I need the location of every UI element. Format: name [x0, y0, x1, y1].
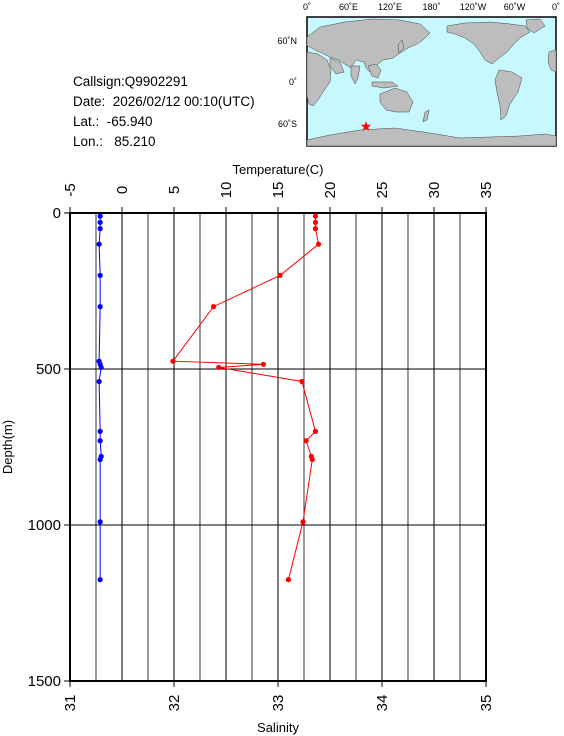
temperature-tick-label: 5: [166, 186, 183, 194]
temperature-data-point: [210, 304, 217, 310]
temperature-data-point: [312, 213, 319, 219]
map-label-lon-60e: 60˚E: [339, 2, 358, 12]
salinity-data-point: [97, 219, 103, 225]
map-top-labels: 0˚ 60˚E 120˚E 180˚ 120˚W 60˚W 0˚: [303, 2, 560, 12]
temperature-data-point: [303, 438, 309, 444]
salinity-data-point: [97, 519, 103, 525]
salinity-tick-label: 32: [166, 695, 183, 712]
station-info: Callsign:Q9902291 Date: 2026/02/12 00:10…: [73, 72, 255, 152]
depth-tick-label: 0: [53, 205, 61, 222]
temperature-data-point: [170, 358, 176, 364]
salinity-ticks: 31 32 33 34 35: [62, 681, 495, 711]
map-label-lon-0: 0˚: [303, 2, 311, 12]
temperature-data-point: [277, 272, 283, 278]
depth-ticks: 0 500 1000 1500: [28, 205, 70, 690]
temperature-tick-label: 35: [478, 182, 495, 199]
map-label-lon-180: 180˚: [422, 2, 440, 12]
salinity-axis-title: Salinity: [257, 720, 299, 735]
depth-tick-label: 500: [36, 361, 61, 378]
temperature-data-point: [300, 519, 306, 525]
land-india: [350, 65, 361, 85]
temperature-data-point: [299, 378, 305, 385]
salinity-tick-label: 33: [270, 695, 287, 712]
chart-grid: [69, 212, 487, 682]
temperature-data-point: [260, 361, 267, 367]
salinity-data-point: [97, 577, 103, 583]
depth-tick-label: 1000: [28, 517, 61, 534]
chart-series: [96, 213, 322, 583]
station-marker-star-icon: [360, 121, 372, 131]
land-japan: [397, 39, 405, 54]
salinity-tick-label: 31: [62, 695, 79, 712]
callsign-text: Callsign:Q9902291: [73, 74, 188, 89]
latitude-text: Lat.: -65.940: [73, 114, 153, 129]
temperature-ticks: -5 0 5 10 15 20 25 30 35: [62, 182, 495, 213]
depth-tick-label: 1500: [28, 673, 61, 690]
land-se-asia: [367, 63, 382, 79]
temperature-tick-label: -5: [62, 183, 79, 196]
map-label-lon-0-end: 0˚: [552, 2, 560, 12]
temperature-data-point: [315, 241, 322, 247]
map-label-lon-120w: 120˚W: [460, 2, 487, 12]
land-greenland: [525, 18, 546, 34]
salinity-data-point: [97, 428, 103, 434]
land-new-zealand: [422, 109, 430, 123]
salinity-tick-label: 34: [374, 695, 391, 712]
temperature-data-point: [285, 577, 291, 583]
temperature-tick-label: 15: [270, 182, 287, 199]
salinity-data-point: [97, 213, 103, 219]
salinity-data-point: [97, 226, 103, 232]
temperature-tick-label: 0: [114, 186, 131, 194]
salinity-data-point: [97, 438, 103, 444]
land-antarctica: [306, 127, 557, 147]
map-left-labels: 60˚N 0˚ 60˚S: [277, 36, 297, 129]
land-arabia: [329, 57, 345, 75]
map-label-lat-0: 0˚: [289, 77, 297, 87]
salinity-data-point: [97, 304, 103, 310]
land-australia: [379, 87, 414, 113]
temperature-data-point: [312, 226, 319, 232]
salinity-tick-label: 35: [478, 695, 495, 712]
salinity-data-point: [97, 272, 103, 278]
temperature-data-point: [309, 456, 315, 463]
land-south-america: [494, 69, 523, 121]
temperature-data-point: [312, 428, 319, 434]
map-label-lat-60s: 60˚S: [278, 119, 297, 129]
temperature-data-point: [312, 219, 319, 225]
map-label-lat-60n: 60˚N: [277, 36, 297, 46]
temperature-tick-label: 20: [322, 182, 339, 199]
temperature-data-point: [216, 364, 222, 371]
depth-axis-title: Depth(m): [0, 420, 15, 474]
land-africa-west: [306, 51, 332, 107]
temperature-tick-label: 30: [426, 182, 443, 199]
map-label-lon-120e: 120˚E: [378, 2, 402, 12]
map-land: [306, 18, 557, 147]
temperature-tick-label: 25: [374, 182, 391, 199]
salinity-data-point: [96, 241, 102, 247]
salinity-data-point: [98, 364, 104, 371]
temperature-tick-label: 10: [218, 182, 235, 199]
land-north-america: [446, 21, 531, 65]
land-indonesia: [371, 81, 399, 89]
salinity-data-point: [97, 456, 103, 463]
map-label-lon-60w: 60˚W: [504, 2, 526, 12]
salinity-data-point: [96, 378, 102, 385]
longitude-text: Lon.: 85.210: [73, 134, 156, 149]
land-africa-east: [547, 49, 557, 73]
date-text: Date: 2026/02/12 00:10(UTC): [73, 94, 255, 109]
temperature-axis-title: Temperature(C): [232, 162, 323, 177]
